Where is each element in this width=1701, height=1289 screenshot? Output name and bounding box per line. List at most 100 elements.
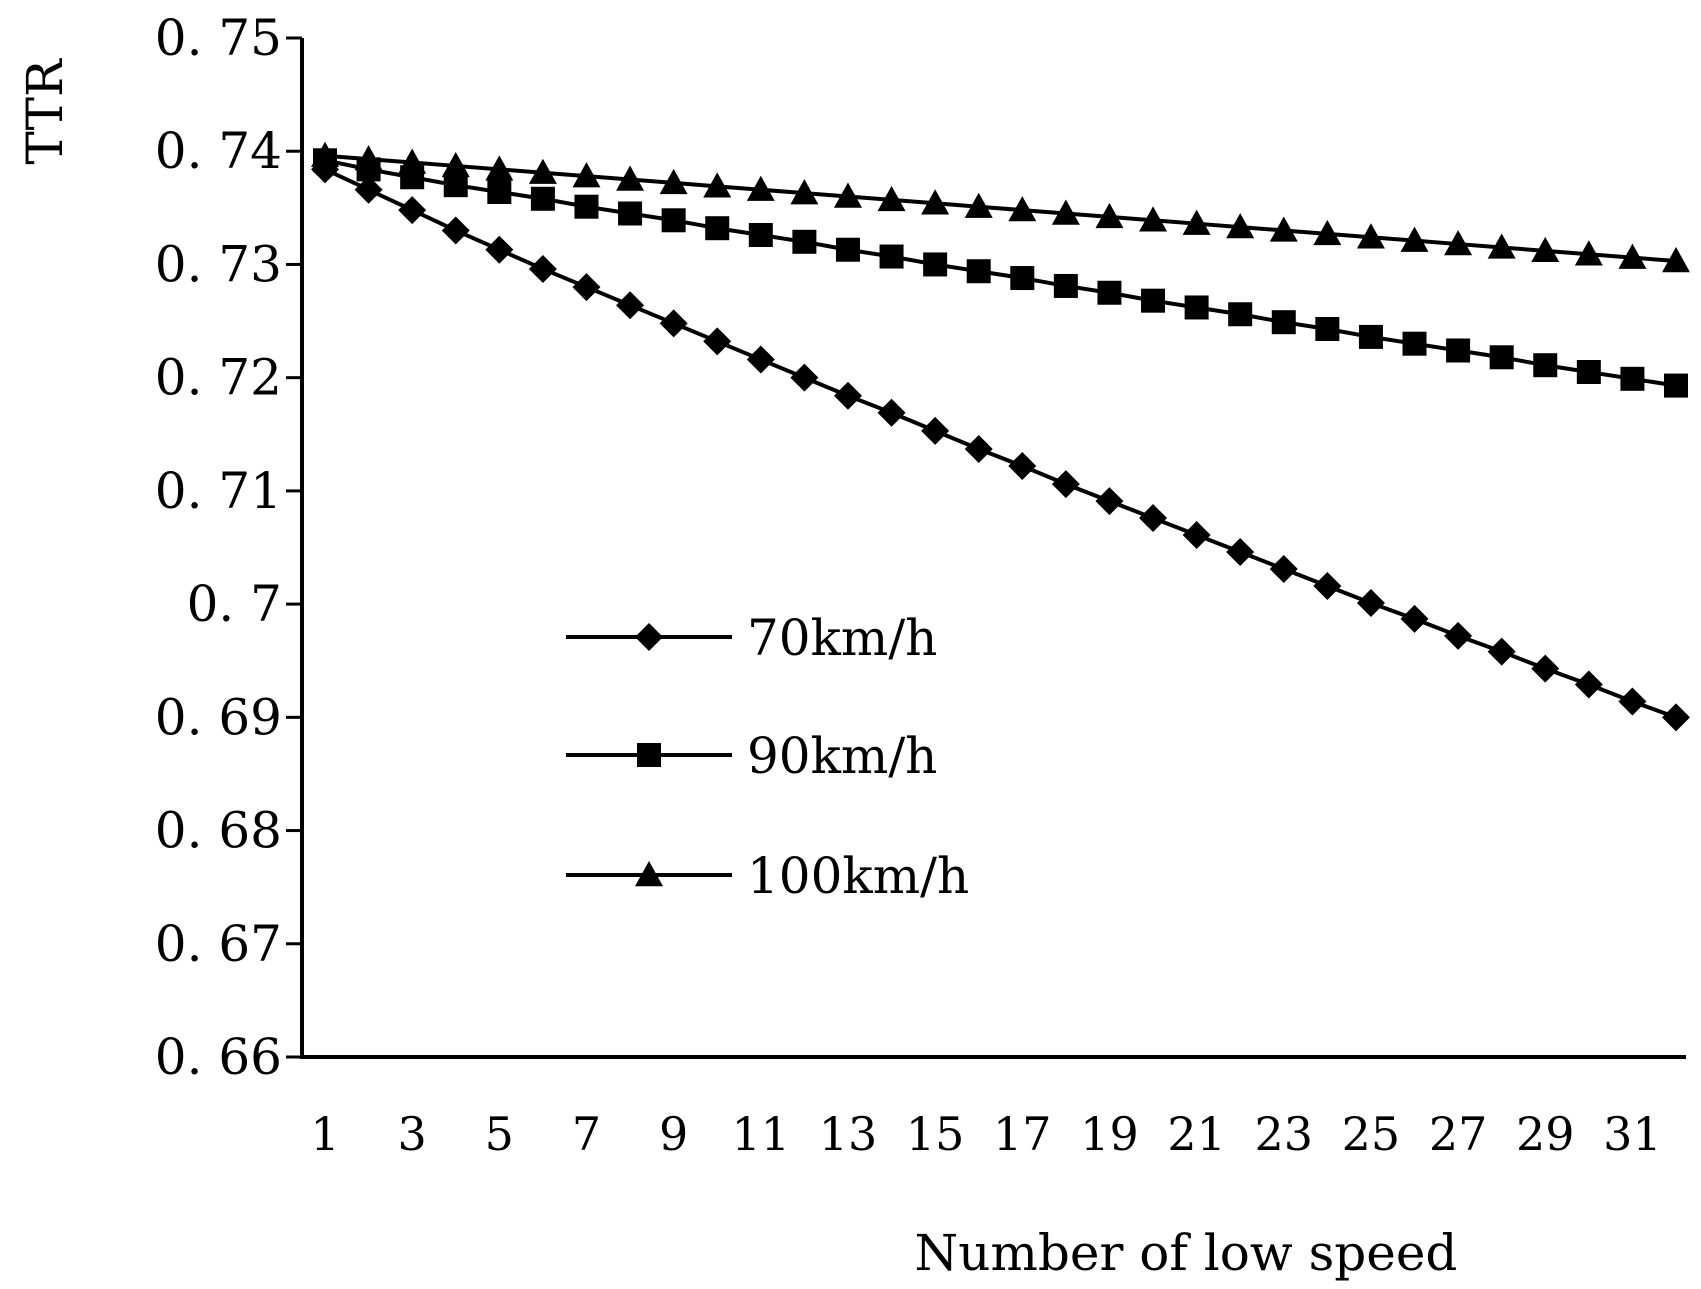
data-point-square bbox=[1664, 373, 1688, 398]
data-point-triangle bbox=[1618, 243, 1647, 269]
data-point-triangle bbox=[441, 151, 470, 178]
x-tick-label: 5 bbox=[485, 1107, 514, 1161]
legend-item: 90km/h bbox=[566, 727, 937, 785]
data-point-triangle bbox=[921, 189, 950, 215]
data-point-square bbox=[1271, 310, 1296, 335]
data-point-triangle bbox=[485, 155, 514, 181]
series-line bbox=[324, 153, 1677, 264]
data-point-triangle bbox=[1139, 206, 1168, 232]
legend-label: 100km/h bbox=[747, 847, 969, 905]
data-point-triangle bbox=[746, 175, 775, 201]
data-point-diamond bbox=[746, 345, 775, 374]
data-point-triangle bbox=[1444, 230, 1473, 256]
data-point-diamond bbox=[1531, 654, 1560, 683]
axes bbox=[300, 38, 1686, 1059]
data-point-square bbox=[1620, 366, 1645, 391]
y-tick-label: 0. 7 bbox=[187, 575, 282, 633]
data-point-triangle bbox=[1487, 233, 1516, 259]
data-point-square bbox=[1184, 295, 1209, 320]
data-point-diamond bbox=[1139, 504, 1168, 533]
series-line bbox=[324, 167, 1677, 720]
x-tick-label: 11 bbox=[732, 1107, 791, 1161]
data-point-diamond bbox=[964, 434, 993, 463]
data-point-diamond bbox=[1269, 555, 1298, 584]
data-point-diamond bbox=[1051, 470, 1080, 499]
y-tick-label: 0. 68 bbox=[155, 802, 282, 860]
x-tick-label: 9 bbox=[659, 1107, 688, 1161]
data-point-triangle bbox=[1095, 202, 1124, 229]
y-tick-label: 0. 71 bbox=[155, 462, 282, 520]
x-tick-label: 23 bbox=[1255, 1107, 1314, 1161]
y-axis-title: TTR bbox=[16, 58, 74, 165]
series-line bbox=[324, 158, 1677, 388]
data-point-diamond bbox=[1226, 538, 1255, 567]
data-point-diamond bbox=[616, 291, 645, 320]
data-point-square bbox=[1315, 316, 1340, 341]
data-point-diamond bbox=[833, 381, 862, 410]
data-point-square bbox=[530, 186, 555, 211]
data-point-diamond bbox=[790, 363, 819, 392]
x-tick-label: 3 bbox=[398, 1107, 427, 1161]
data-point-triangle bbox=[1008, 196, 1037, 222]
data-point-triangle bbox=[528, 158, 557, 184]
data-point-square bbox=[661, 208, 686, 233]
data-point-diamond bbox=[485, 235, 514, 264]
legend-marker-square bbox=[637, 743, 661, 767]
y-tick-label: 0. 66 bbox=[155, 1028, 282, 1086]
data-point-triangle bbox=[1051, 199, 1080, 225]
y-ticks: 0. 66 0. 67 0. 68 0. 69 0. 7 0. 71 0. 72 0. 73 0… bbox=[155, 9, 302, 1086]
data-point-square bbox=[1053, 273, 1078, 298]
x-tick-label: 25 bbox=[1342, 1107, 1401, 1161]
data-point-square bbox=[1576, 360, 1601, 385]
data-point-triangle bbox=[354, 145, 383, 171]
data-point-square bbox=[1010, 266, 1035, 291]
series bbox=[311, 141, 1690, 732]
x-axis-title: Number of low speed bbox=[915, 1224, 1458, 1282]
data-point-triangle bbox=[877, 185, 906, 212]
data-point-square bbox=[1141, 288, 1166, 313]
data-point-triangle bbox=[1356, 223, 1385, 249]
data-point-triangle bbox=[1531, 236, 1560, 263]
data-point-triangle bbox=[1313, 219, 1342, 246]
data-point-diamond bbox=[1356, 588, 1385, 617]
data-point-diamond bbox=[877, 398, 906, 427]
data-point-triangle bbox=[1269, 216, 1298, 242]
y-tick-label: 0. 69 bbox=[155, 688, 282, 746]
data-point-diamond bbox=[921, 416, 950, 445]
legend-label: 90km/h bbox=[747, 727, 937, 785]
data-point-triangle bbox=[964, 192, 993, 218]
data-point-triangle bbox=[703, 172, 732, 198]
data-point-diamond bbox=[1313, 571, 1342, 600]
data-point-square bbox=[443, 173, 468, 198]
data-point-diamond bbox=[1444, 621, 1473, 650]
data-point-square bbox=[835, 237, 860, 262]
y-tick-label: 0. 75 bbox=[155, 9, 282, 67]
data-point-diamond bbox=[1095, 487, 1124, 516]
series-90km-h bbox=[313, 148, 1688, 398]
data-point-square bbox=[923, 252, 948, 277]
x-tick-label: 15 bbox=[906, 1107, 965, 1161]
data-point-diamond bbox=[354, 175, 383, 204]
x-tick-label: 27 bbox=[1429, 1107, 1488, 1161]
data-point-triangle bbox=[1400, 226, 1429, 252]
data-point-diamond bbox=[572, 273, 601, 302]
data-point-diamond bbox=[441, 216, 470, 245]
data-point-square bbox=[487, 179, 512, 204]
data-point-triangle bbox=[572, 162, 601, 188]
legend: 70km/h 90km/h 100km/h bbox=[566, 609, 969, 905]
data-point-triangle bbox=[790, 179, 819, 205]
data-point-square bbox=[1402, 331, 1427, 356]
y-tick-label: 0. 67 bbox=[155, 915, 282, 973]
y-tick-label: 0. 73 bbox=[155, 235, 282, 293]
data-point-diamond bbox=[1574, 670, 1603, 699]
x-tick-label: 17 bbox=[993, 1107, 1052, 1161]
x-tick-label: 13 bbox=[819, 1107, 878, 1161]
data-point-square bbox=[879, 244, 904, 269]
x-tick-label: 29 bbox=[1516, 1107, 1575, 1161]
data-point-diamond bbox=[1618, 687, 1647, 716]
series-100km-h bbox=[311, 141, 1690, 273]
x-tick-label: 21 bbox=[1167, 1107, 1226, 1161]
data-point-square bbox=[618, 201, 643, 226]
x-tick-label: 7 bbox=[572, 1107, 601, 1161]
